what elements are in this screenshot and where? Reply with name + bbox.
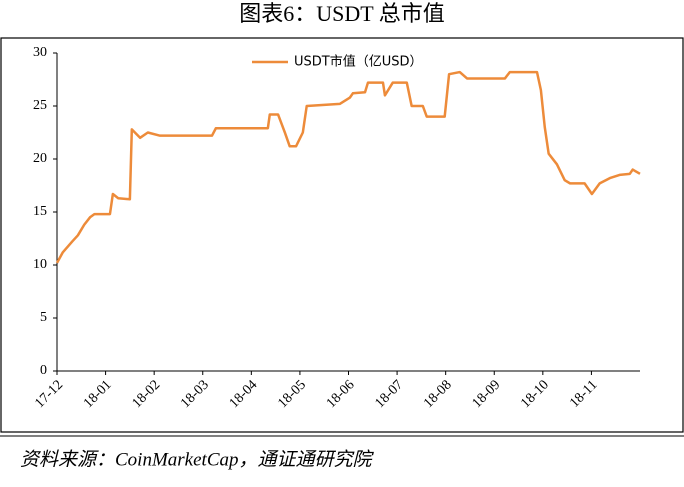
x-tick-label: 18-07 [372,377,406,411]
y-tick-label: 0 [40,363,47,378]
x-tick-label: 18-02 [130,377,164,411]
source-note: 资料来源：CoinMarketCap，通证通研究院 [20,448,374,470]
x-tick-label: 18-04 [227,377,261,411]
y-tick-label: 15 [33,204,47,219]
legend-label: USDT市值（亿USD） [294,54,423,70]
x-tick-label: 18-09 [470,377,504,411]
y-tick-label: 25 [33,98,47,113]
x-tick-label: 18-05 [275,377,309,411]
y-tick-label: 30 [33,45,47,60]
data-line [55,70,641,264]
chart-title: 图表6：USDT 总市值 [239,1,445,26]
y-tick-label: 5 [40,310,47,325]
x-tick-label: 17-12 [32,377,66,411]
x-tick-label: 18-03 [178,377,212,411]
y-tick-label: 20 [33,151,47,166]
x-tick-label: 18-11 [567,377,600,410]
y-tick-label: 10 [33,257,47,272]
x-tick-label: 18-08 [421,377,455,411]
x-tick-label: 18-06 [324,377,358,411]
chart-frame [0,37,684,433]
x-tick-label: 18-01 [81,377,115,411]
x-tick-label: 18-10 [518,377,552,411]
